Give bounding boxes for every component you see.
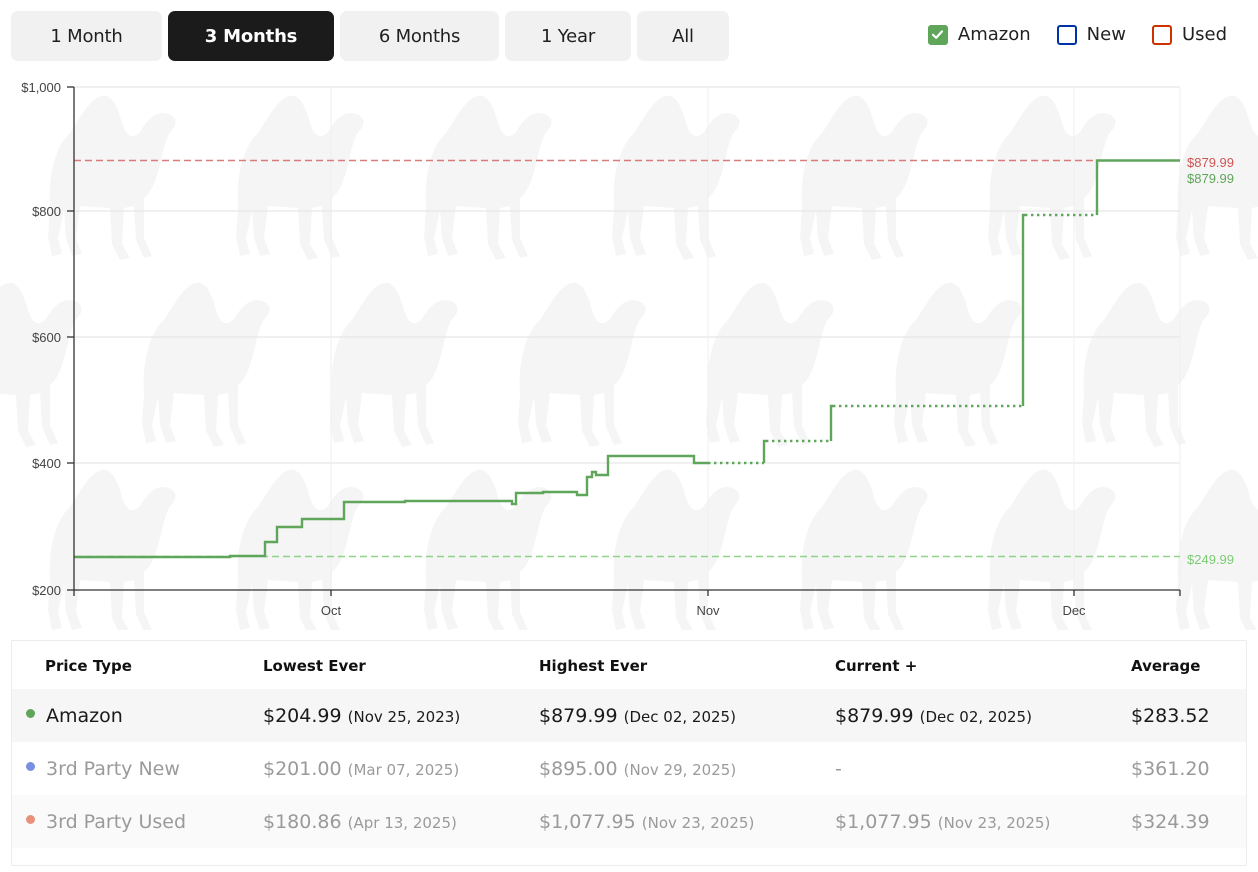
header-lowest-ever: Lowest Ever (263, 657, 366, 675)
average-price: $361.20 (1131, 757, 1210, 780)
legend-amazon-toggle[interactable]: Amazon (927, 24, 1031, 45)
current-price: - (835, 757, 842, 780)
highest-price: $895.00 (539, 757, 618, 780)
y-tick-label: $200 (32, 583, 61, 598)
amazon-price-line[interactable] (74, 159, 1180, 559)
header-average: Average (1131, 657, 1201, 675)
average-price: $283.52 (1131, 704, 1210, 727)
legend-used-label: Used (1181, 24, 1227, 45)
y-tick-label: $400 (32, 456, 61, 471)
header-price-type: Price Type (45, 657, 132, 675)
highest-date: (Nov 23, 2025) (641, 813, 755, 832)
range-6-months-button[interactable]: 6 Months (340, 11, 499, 61)
legend-used-toggle[interactable]: Used (1151, 24, 1227, 45)
range-3-months-button[interactable]: 3 Months (168, 11, 334, 61)
lowest-date: (Nov 25, 2023) (347, 707, 461, 726)
new-dot-icon (26, 761, 35, 771)
x-tick-label: Nov (696, 603, 720, 618)
checkbox-unchecked-icon[interactable] (1056, 24, 1077, 45)
y-tick-label: $1,000 (21, 80, 61, 95)
range-all-button[interactable]: All (637, 11, 729, 61)
highest-date: (Dec 02, 2025) (623, 707, 736, 726)
lowest-price: $201.00 (263, 757, 342, 780)
x-tick-label: Oct (321, 603, 342, 618)
used-dot-icon (26, 814, 35, 824)
price-type: Amazon (46, 704, 123, 727)
range-1-year-button[interactable]: 1 Year (505, 11, 631, 61)
lowest-price-label: $249.99 (1187, 552, 1234, 567)
table-header-row: Price Type Lowest Ever Highest Ever Curr… (12, 641, 1246, 689)
table-row: 3rd Party Used $180.86 (Apr 13, 2025) $1… (12, 795, 1246, 848)
current-price: $879.99 (835, 704, 914, 727)
table-row: Amazon $204.99 (Nov 25, 2023) $879.99 (D… (12, 689, 1246, 742)
y-tick-label: $600 (32, 330, 61, 345)
chart-legend: Amazon New Used (927, 24, 1227, 45)
lowest-date: (Mar 07, 2025) (347, 760, 460, 779)
table-row: 3rd Party New $201.00 (Mar 07, 2025) $89… (12, 742, 1246, 795)
price-type: 3rd Party Used (46, 810, 187, 833)
lowest-price: $204.99 (263, 704, 342, 727)
axes (67, 86, 1181, 596)
legend-new-toggle[interactable]: New (1056, 24, 1126, 45)
range-1-month-button[interactable]: 1 Month (11, 11, 162, 61)
highest-date: (Nov 29, 2025) (623, 760, 737, 779)
highest-price: $1,077.95 (539, 810, 636, 833)
y-tick-label: $800 (32, 204, 61, 219)
current-price-label: $879.99 (1187, 171, 1234, 186)
lowest-date: (Apr 13, 2025) (347, 813, 457, 832)
highest-price: $879.99 (539, 704, 618, 727)
legend-new-label: New (1086, 24, 1126, 45)
range-selector: 1 Month 3 Months 6 Months 1 Year All (11, 11, 729, 61)
price-summary-table: Price Type Lowest Ever Highest Ever Curr… (11, 640, 1247, 866)
highest-price-label: $879.99 (1187, 155, 1234, 170)
x-tick-label: Dec (1062, 603, 1086, 618)
price-history-chart[interactable]: $1,000 $800 $600 $400 $200 Oct Nov Dec $… (0, 70, 1258, 630)
legend-amazon-label: Amazon (957, 24, 1031, 45)
current-price: $1,077.95 (835, 810, 932, 833)
gridlines (74, 86, 1180, 464)
camel-watermark-icon (0, 95, 1258, 630)
current-date: (Dec 02, 2025) (919, 707, 1032, 726)
header-highest-ever: Highest Ever (539, 657, 648, 675)
price-type: 3rd Party New (46, 757, 180, 780)
current-date: (Nov 23, 2025) (937, 813, 1051, 832)
header-current[interactable]: Current + (835, 657, 918, 675)
checkbox-checked-icon[interactable] (927, 24, 948, 45)
amazon-dot-icon (26, 708, 35, 718)
average-price: $324.39 (1131, 810, 1210, 833)
lowest-price: $180.86 (263, 810, 342, 833)
checkbox-unchecked-icon[interactable] (1151, 24, 1172, 45)
